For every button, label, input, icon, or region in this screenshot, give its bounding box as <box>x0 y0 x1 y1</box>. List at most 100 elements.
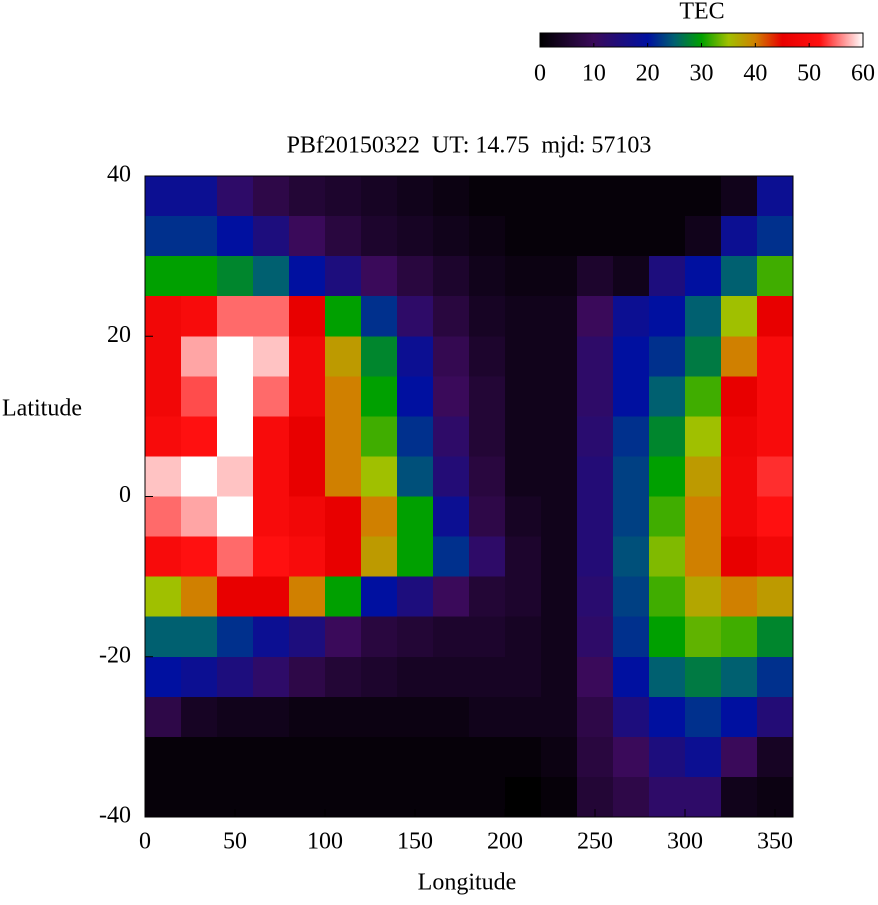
heat-cell <box>361 176 398 217</box>
heat-cell <box>361 296 398 337</box>
y-tick-label: 20 <box>107 322 131 348</box>
heat-cell <box>649 376 686 417</box>
heat-cell <box>325 576 362 618</box>
heat-cell <box>577 336 614 377</box>
heat-cell <box>397 536 434 578</box>
heat-cell <box>541 736 578 778</box>
heat-cell <box>649 256 686 297</box>
heat-cell <box>649 216 686 257</box>
x-tick-label: 50 <box>223 829 247 855</box>
heat-cell <box>757 696 794 738</box>
heat-cell <box>613 656 650 698</box>
heat-cell <box>325 416 362 457</box>
heat-cell <box>361 736 398 778</box>
heat-cell <box>253 336 290 377</box>
heat-cell <box>721 576 758 618</box>
heat-cell <box>289 376 326 417</box>
heat-cell <box>649 616 686 658</box>
heat-cell <box>433 696 470 738</box>
heat-cell <box>577 496 614 538</box>
x-axis-label: Longitude <box>418 870 517 896</box>
heat-cell <box>757 176 794 217</box>
heat-cell <box>505 496 542 538</box>
heat-cell <box>685 416 722 457</box>
heat-cell <box>325 496 362 538</box>
heat-cell <box>325 376 362 417</box>
heat-cell <box>541 216 578 257</box>
heat-cell <box>469 336 506 377</box>
heat-cell <box>541 456 578 497</box>
heat-cell <box>685 456 722 497</box>
heat-cell <box>685 696 722 738</box>
heat-cell <box>577 536 614 578</box>
heat-cell <box>541 416 578 457</box>
heat-cell <box>289 496 326 538</box>
x-tick-label: 100 <box>307 829 343 855</box>
heat-cell <box>181 776 218 818</box>
heat-cell <box>541 776 578 818</box>
heat-cell <box>613 336 650 377</box>
heat-cell <box>289 616 326 658</box>
heat-cell <box>397 416 434 457</box>
heat-cell <box>181 736 218 778</box>
heat-cell <box>145 256 182 297</box>
heat-cell <box>505 336 542 377</box>
heat-cell <box>613 376 650 417</box>
heat-cell <box>217 416 254 457</box>
heat-cell <box>505 776 542 818</box>
heat-cell <box>397 736 434 778</box>
heat-cell <box>361 376 398 417</box>
heat-cell <box>325 296 362 337</box>
heat-cell <box>649 176 686 217</box>
heat-cell <box>721 656 758 698</box>
heat-cell <box>685 376 722 417</box>
heat-cell <box>685 776 722 818</box>
heat-cell <box>397 176 434 217</box>
heat-cell <box>757 576 794 618</box>
heat-cell <box>289 656 326 698</box>
heat-cell <box>613 296 650 337</box>
heat-cell <box>397 216 434 257</box>
heat-cell <box>433 776 470 818</box>
heat-cell <box>289 216 326 257</box>
heat-cell <box>433 296 470 337</box>
heat-cell <box>541 176 578 217</box>
heat-cell <box>469 216 506 257</box>
heat-cell <box>757 536 794 578</box>
heat-cell <box>397 656 434 698</box>
heat-cell <box>397 376 434 417</box>
heat-cell <box>505 176 542 217</box>
heat-cell <box>181 456 218 497</box>
heat-cell <box>721 536 758 578</box>
heat-cell <box>361 576 398 618</box>
heat-cell <box>181 376 218 417</box>
heat-cell <box>757 496 794 538</box>
heat-cell <box>181 296 218 337</box>
heat-cell <box>289 256 326 297</box>
heat-cell <box>289 336 326 377</box>
heat-cell <box>325 336 362 377</box>
heat-cell <box>145 456 182 497</box>
heat-cell <box>469 616 506 658</box>
heat-cell <box>217 256 254 297</box>
heat-cell <box>397 336 434 377</box>
heat-cell <box>361 536 398 578</box>
heat-cell <box>577 256 614 297</box>
heat-cell <box>613 176 650 217</box>
heat-cell <box>541 376 578 417</box>
heat-cell <box>541 256 578 297</box>
heat-cell <box>613 736 650 778</box>
heat-cell <box>433 616 470 658</box>
heat-cell <box>325 616 362 658</box>
heat-cell <box>721 296 758 337</box>
heat-cell <box>541 296 578 337</box>
heat-cell <box>253 656 290 698</box>
heat-cell <box>649 656 686 698</box>
heat-cell <box>181 696 218 738</box>
heat-cell <box>145 776 182 818</box>
heat-cell <box>685 616 722 658</box>
heat-cell <box>433 496 470 538</box>
heat-cell <box>577 656 614 698</box>
heat-cell <box>217 576 254 618</box>
